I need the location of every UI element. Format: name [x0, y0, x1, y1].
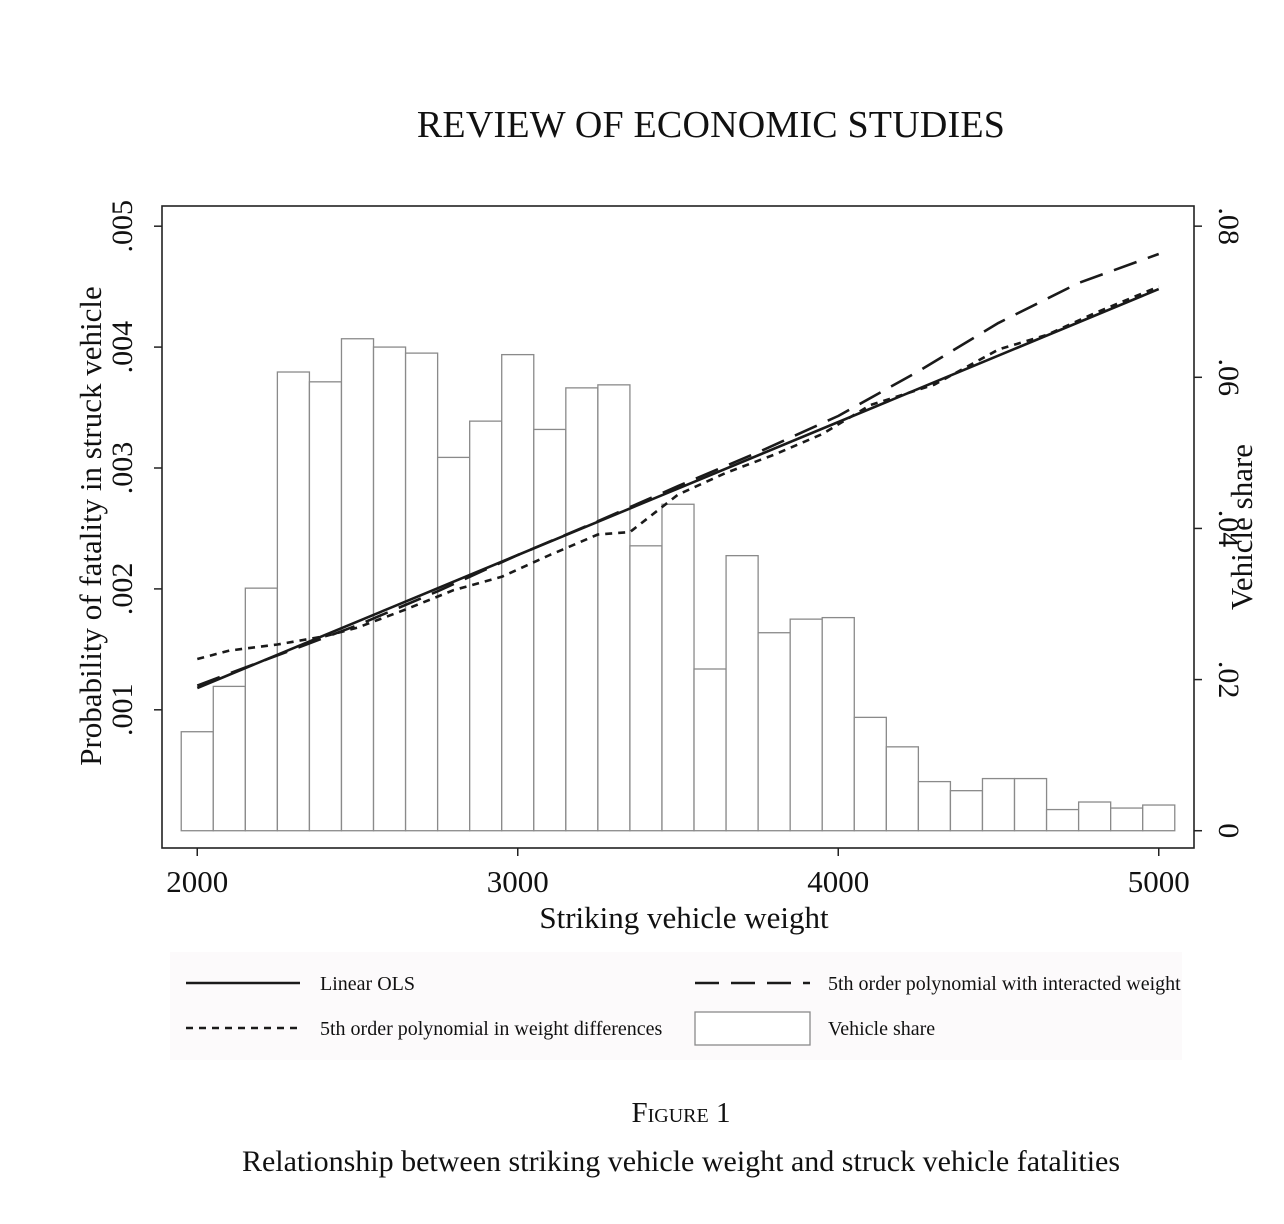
- x-tick-label: 2000: [166, 864, 228, 899]
- histogram-bar: [244, 587, 279, 832]
- y-left-tick-label: .004: [106, 321, 139, 374]
- histogram-bar: [565, 387, 599, 832]
- y-right-axis-label: Vehicle share: [1224, 444, 1259, 610]
- figure-number: Figure 1: [631, 1097, 731, 1129]
- y-right-tick-label: 0: [1212, 823, 1245, 838]
- histogram-bar: [789, 618, 823, 832]
- histogram-bar: [693, 668, 727, 832]
- histogram-bar: [436, 456, 471, 832]
- histogram-bar: [917, 780, 952, 832]
- histogram-bar: [949, 790, 984, 832]
- histogram-bar: [981, 777, 1016, 832]
- histogram-bar: [853, 716, 887, 832]
- histogram-bar: [308, 381, 343, 832]
- histogram-bar: [180, 731, 214, 832]
- histogram-bar: [629, 545, 663, 832]
- series-line-linear-ols: [196, 287, 1160, 690]
- x-tick-label: 3000: [487, 864, 549, 899]
- histogram-bar: [757, 632, 791, 832]
- histogram-bar: [821, 616, 855, 832]
- histogram-bar: [340, 338, 375, 832]
- histogram-bar: [661, 503, 695, 832]
- y-right-tick-label: .08: [1212, 207, 1245, 245]
- histogram-bar: [597, 384, 631, 832]
- histogram-bar: [372, 346, 407, 832]
- histogram-bar: [501, 353, 535, 832]
- x-axis-label: Striking vehicle weight: [539, 900, 829, 935]
- histogram-bar: [276, 371, 311, 832]
- histogram-bar: [1045, 808, 1080, 832]
- histogram-bar: [1142, 804, 1176, 832]
- legend-label: Linear OLS: [320, 973, 415, 995]
- x-tick-label: 5000: [1128, 864, 1190, 899]
- y-left-tick-label: .001: [106, 684, 139, 737]
- y-left-tick-label: .002: [106, 563, 139, 616]
- y-left-axis-label: Probability of fatality in struck vehicl…: [73, 286, 108, 766]
- y-right-tick-label: .04: [1212, 510, 1245, 548]
- plot-frame: [161, 205, 1195, 849]
- histogram-bar: [1013, 777, 1048, 832]
- journal-title: REVIEW OF ECONOMIC STUDIES: [416, 104, 1006, 146]
- y-right-tick-label: .06: [1212, 359, 1245, 397]
- histogram-bar: [533, 428, 567, 832]
- histogram-bar: [1110, 807, 1144, 832]
- figure-caption: Relationship between striking vehicle we…: [241, 1145, 1121, 1178]
- legend-label: Vehicle share: [828, 1018, 935, 1040]
- y-left-tick-label: .003: [106, 442, 139, 495]
- legend-box: [170, 952, 1182, 1060]
- legend-label: 5th order polynomial in weight differenc…: [320, 1018, 663, 1040]
- y-right-tick-label: .02: [1212, 661, 1245, 699]
- legend-key-vehicle-share: [694, 1011, 811, 1046]
- histogram-bar: [404, 352, 439, 832]
- series-line-poly-interacted: [196, 252, 1160, 687]
- histogram-bar: [469, 420, 503, 832]
- histogram-bar: [212, 685, 246, 832]
- histogram-bar: [1077, 801, 1112, 832]
- histogram-bar: [725, 554, 759, 832]
- y-left-tick-label: .005: [106, 200, 139, 253]
- legend-label: 5th order polynomial with interacted wei…: [828, 973, 1181, 995]
- histogram-bar: [885, 746, 920, 832]
- x-tick-label: 4000: [807, 864, 869, 899]
